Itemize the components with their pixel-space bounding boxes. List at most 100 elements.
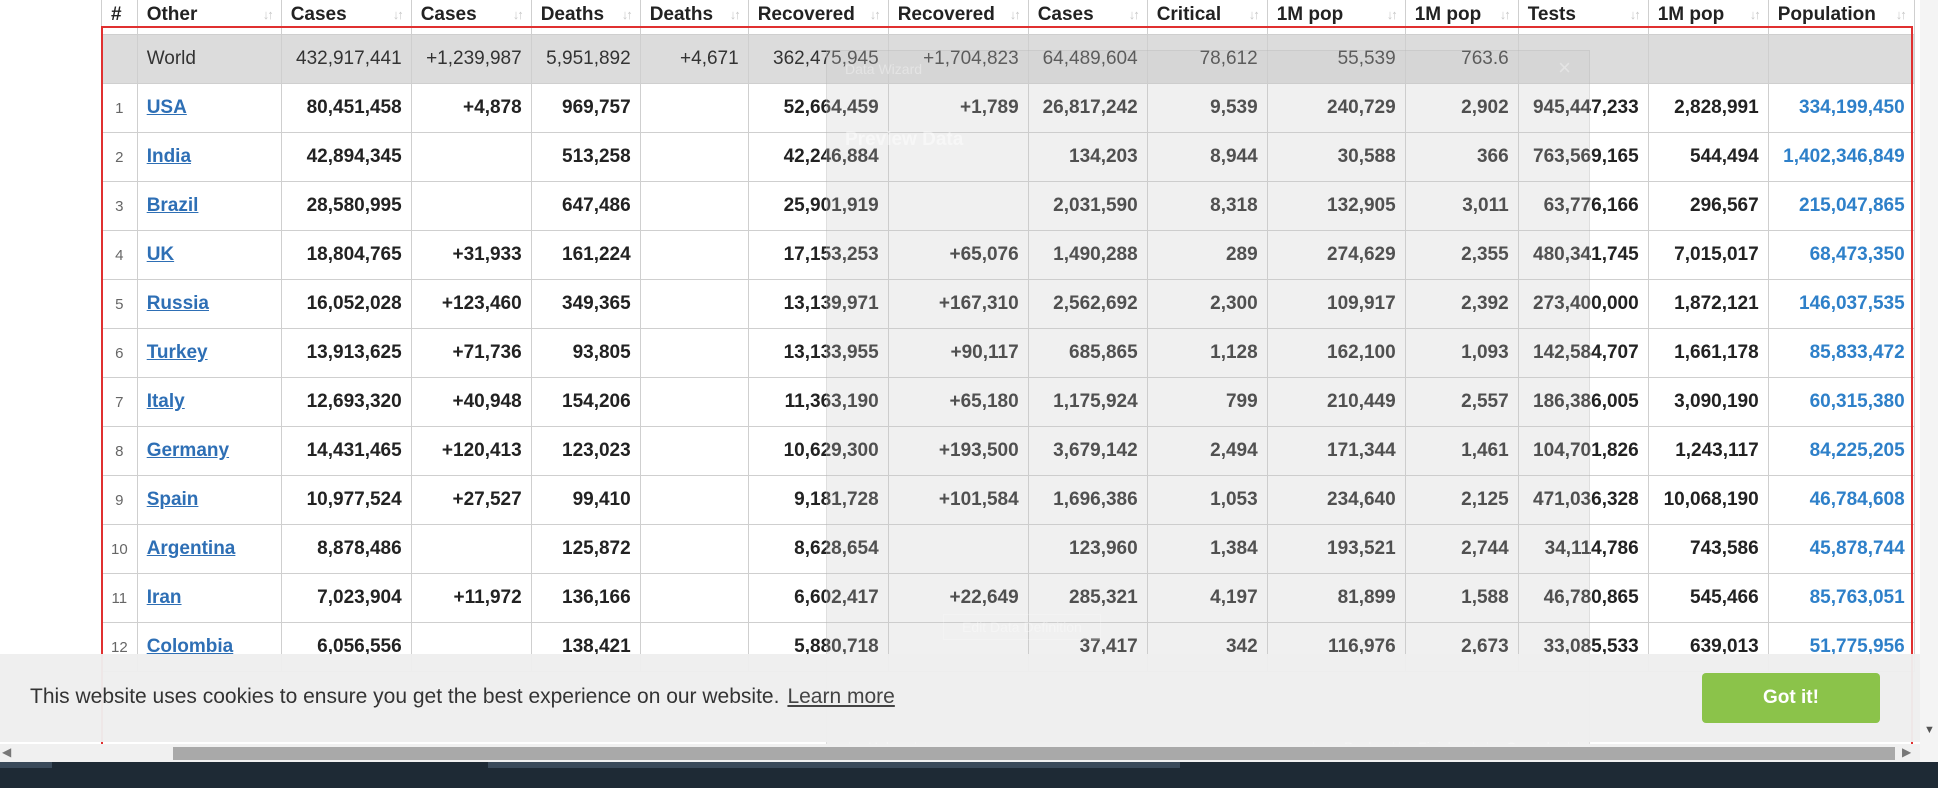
column-header-label: Cases [420,4,477,25]
vertical-scrollbar[interactable]: ▼ [1920,0,1938,762]
sort-arrows-icon[interactable]: ↓↑ [729,7,741,22]
table-row: 8 Germany 14,431,465 +120,413 123,023 10,629,… [101,426,1915,476]
stat-cell: 136,166 [530,573,641,623]
country-link[interactable]: UK [146,244,175,265]
table-row: 6 Turkey 13,913,625 +71,736 93,805 13,133,955… [101,328,1915,378]
sort-arrows-icon[interactable]: ↓↑ [1749,7,1761,22]
country-link[interactable]: USA [146,97,187,118]
stat-cell: 34,114,786 [1517,524,1649,574]
stat-cell: +101,584 [887,475,1029,525]
stat-cell: +22,649 [887,573,1029,623]
sort-arrows-icon[interactable]: ↓↑ [1499,7,1511,22]
scroll-down-icon[interactable]: ▼ [1924,724,1935,736]
table-row: 10 Argentina 8,878,486 125,872 8,628,654 123,… [101,524,1915,574]
column-header[interactable]: Population ↓↑ [1767,0,1915,35]
column-header-label: Deaths [540,4,605,25]
column-header[interactable]: Deaths ↓↑ [530,0,641,35]
row-number: 3 [101,181,138,231]
column-header[interactable]: 1M pop ↓↑ [1404,0,1519,35]
table-row: 5 Russia 16,052,028 +123,460 349,365 13,139,9… [101,279,1915,329]
country-link[interactable]: Germany [146,440,230,461]
row-number: 5 [101,279,138,329]
world-stat-cell: +1,239,987 [410,34,532,84]
column-header[interactable]: Recovered ↓↑ [747,0,889,35]
country-link[interactable]: Italy [146,391,185,412]
stat-cell: 285,321 [1027,573,1148,623]
country-cell: Italy [136,377,282,427]
stat-cell: 193,521 [1266,524,1406,574]
stat-cell: 171,344 [1266,426,1406,476]
stat-cell: 7,023,904 [280,573,412,623]
stat-cell: 93,805 [530,328,641,378]
column-header[interactable]: Tests ↓↑ [1517,0,1649,35]
sort-arrows-icon[interactable]: ↓↑ [512,7,524,22]
scroll-left-icon[interactable]: ◀ [2,745,12,759]
taskbar-segment [0,762,52,768]
column-header[interactable]: 1M pop ↓↑ [1647,0,1769,35]
stat-cell [639,426,749,476]
column-header[interactable]: Cases ↓↑ [410,0,532,35]
country-cell: Iran [136,573,282,623]
sort-arrows-icon[interactable]: ↓↑ [1128,7,1140,22]
column-header[interactable]: Recovered ↓↑ [887,0,1029,35]
cookie-message: This website uses cookies to ensure you … [30,685,895,709]
stat-cell: 349,365 [530,279,641,329]
sort-arrows-icon[interactable]: ↓↑ [1895,7,1907,22]
row-number: 2 [101,132,138,182]
stat-cell: +31,933 [410,230,532,280]
sort-arrows-icon[interactable]: ↓↑ [1248,7,1260,22]
column-header[interactable]: Other ↓↑ [136,0,282,35]
sort-arrows-icon[interactable]: ↓↑ [1629,7,1641,22]
stat-cell: 1,093 [1404,328,1519,378]
country-link[interactable]: Russia [146,293,209,314]
stat-cell: 9,539 [1146,83,1268,133]
world-stat-cell: 78,612 [1146,34,1268,84]
country-link[interactable]: Brazil [146,195,199,216]
sort-arrows-icon[interactable]: ↓↑ [392,7,404,22]
horizontal-scroll-thumb[interactable] [173,747,1895,760]
country-link[interactable]: Colombia [146,636,234,657]
country-link[interactable]: Iran [146,587,182,608]
stat-cell: 134,203 [1027,132,1148,182]
row-number: 10 [101,524,138,574]
stat-cell: 296,567 [1647,181,1769,231]
country-link[interactable]: Spain [146,489,199,510]
world-stat-cell [1517,34,1649,84]
stat-cell: 210,449 [1266,377,1406,427]
learn-more-link[interactable]: Learn more [787,685,895,708]
sort-arrows-icon[interactable]: ↓↑ [1386,7,1398,22]
scroll-right-icon[interactable]: ▶ [1902,745,1912,759]
column-header[interactable]: Cases ↓↑ [1027,0,1148,35]
row-number: 6 [101,328,138,378]
stat-cell: 274,629 [1266,230,1406,280]
country-link[interactable]: India [146,146,192,167]
country-link[interactable]: Turkey [146,342,208,363]
row-number: 4 [101,230,138,280]
stat-cell [410,181,532,231]
sort-arrows-icon[interactable]: ↓↑ [1009,7,1021,22]
column-header[interactable]: Deaths ↓↑ [639,0,749,35]
stat-cell: 1,696,386 [1027,475,1148,525]
stat-cell: 8,318 [1146,181,1268,231]
sort-arrows-icon[interactable]: ↓↑ [262,7,274,22]
column-header[interactable]: 1M pop ↓↑ [1266,0,1406,35]
stat-cell [639,377,749,427]
stat-cell: 2,744 [1404,524,1519,574]
stat-cell: 2,828,991 [1647,83,1769,133]
sort-arrows-icon[interactable]: ↓↑ [621,7,633,22]
column-header[interactable]: Cases ↓↑ [280,0,412,35]
stat-cell [410,132,532,182]
sort-arrows-icon[interactable]: ↓↑ [869,7,881,22]
stat-cell [639,524,749,574]
stat-cell: 1,053 [1146,475,1268,525]
country-link[interactable]: Argentina [146,538,236,559]
column-header[interactable]: # [101,0,138,35]
stat-cell: 1,175,924 [1027,377,1148,427]
horizontal-scrollbar[interactable]: ◀ ▶ [0,744,1920,762]
cookie-accept-button[interactable]: Got it! [1702,673,1880,723]
stat-cell: 1,461 [1404,426,1519,476]
column-header[interactable]: Critical ↓↑ [1146,0,1268,35]
stat-cell: 162,100 [1266,328,1406,378]
population-cell: 146,037,535 [1767,279,1915,329]
column-header-label: Cases [1037,4,1094,25]
